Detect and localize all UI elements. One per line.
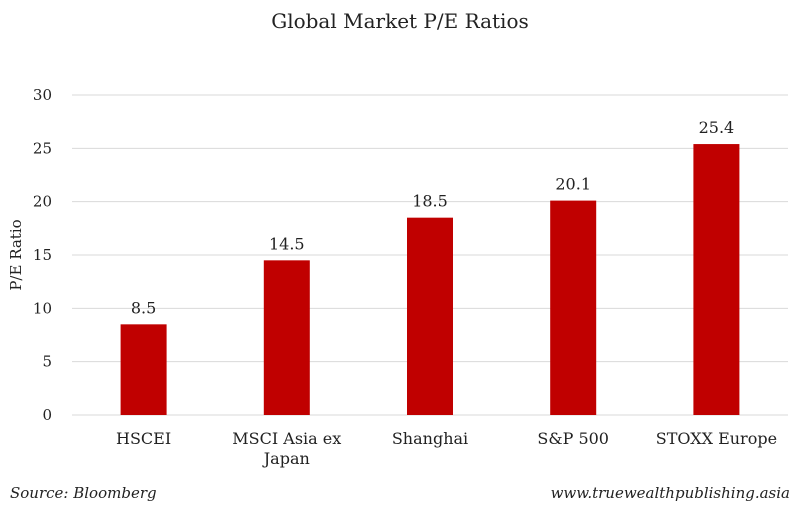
data-label: 8.5: [131, 298, 156, 317]
bar: [120, 324, 167, 415]
x-tick-label: HSCEI: [116, 429, 171, 448]
bar: [550, 200, 597, 415]
data-label: 18.5: [412, 192, 448, 211]
website-url: www.truewealthpublishing.asia: [550, 484, 790, 502]
y-tick-label: 20: [33, 193, 52, 211]
bar: [407, 217, 453, 415]
source-note: Source: Bloomberg: [10, 484, 157, 502]
y-tick-label: 0: [42, 406, 52, 424]
y-tick-label: 15: [33, 246, 52, 264]
x-tick-label: STOXX Europe: [656, 429, 777, 448]
x-tick-label: MSCI Asia ex Japan: [232, 429, 341, 468]
y-tick-label: 5: [42, 353, 52, 371]
y-tick-label: 30: [33, 86, 52, 104]
data-label: 25.4: [699, 118, 735, 137]
y-tick-label: 10: [33, 299, 52, 317]
y-tick-label: 25: [33, 139, 52, 157]
bar: [263, 260, 310, 415]
y-axis-label: P/E Ratio: [7, 219, 25, 290]
data-label: 14.5: [269, 234, 305, 253]
bar: [693, 144, 740, 416]
x-tick-label: Shanghai: [392, 429, 468, 448]
chart-title: Global Market P/E Ratios: [271, 9, 529, 33]
data-label: 20.1: [555, 175, 591, 194]
x-tick-label: S&P 500: [537, 429, 609, 448]
